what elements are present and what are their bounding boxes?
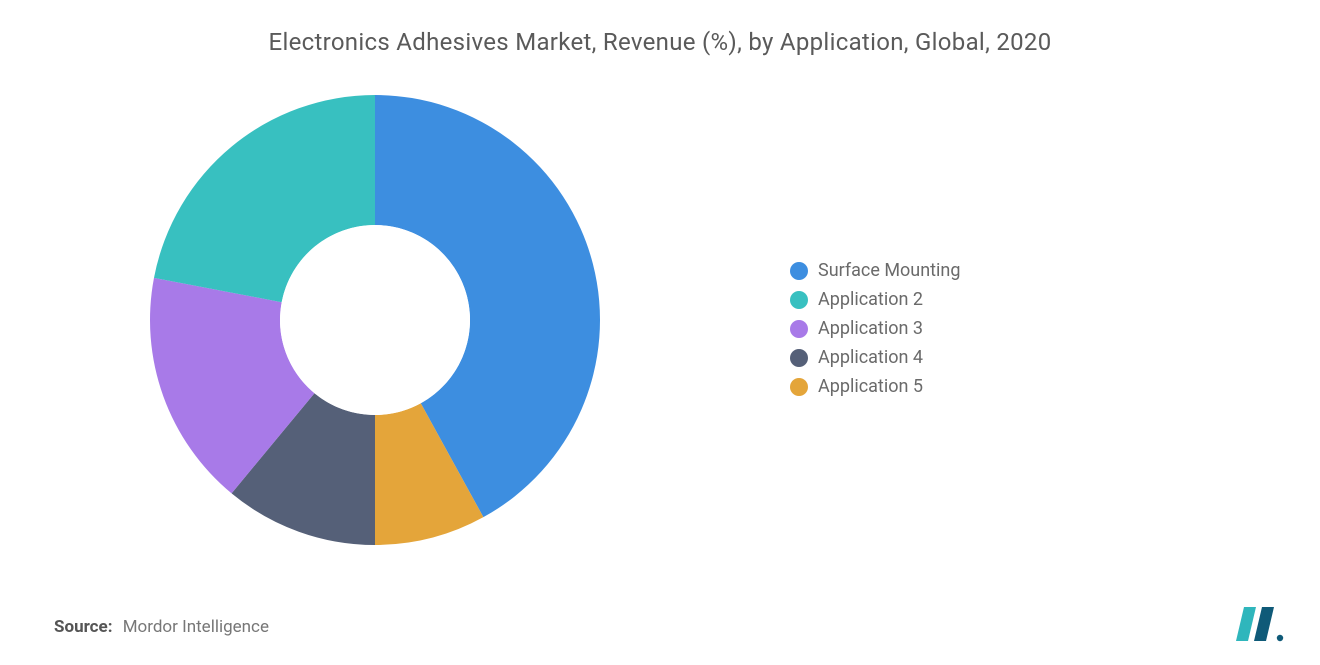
legend-item: Application 2 xyxy=(790,289,960,310)
legend-label: Application 4 xyxy=(818,347,923,368)
legend-item: Surface Mounting xyxy=(790,260,960,281)
legend-item: Application 5 xyxy=(790,376,960,397)
chart-title: Electronics Adhesives Market, Revenue (%… xyxy=(0,28,1320,56)
legend-dot xyxy=(790,349,808,367)
legend-label: Application 2 xyxy=(818,289,923,310)
logo-bar xyxy=(1236,607,1256,641)
legend-dot xyxy=(790,378,808,396)
source-label: Source: xyxy=(54,617,112,637)
source-attribution: Source: Mordor Intelligence xyxy=(54,617,269,637)
legend-dot xyxy=(790,320,808,338)
legend-dot xyxy=(790,291,808,309)
legend-label: Application 5 xyxy=(818,376,923,397)
source-text: Mordor Intelligence xyxy=(123,617,269,637)
legend: Surface Mounting Application 2 Application… xyxy=(790,260,960,397)
legend-label: Application 3 xyxy=(818,318,923,339)
donut-hole xyxy=(280,225,470,415)
legend-item: Application 4 xyxy=(790,347,960,368)
legend-item: Application 3 xyxy=(790,318,960,339)
logo-dot xyxy=(1277,635,1283,641)
donut-chart xyxy=(140,85,610,555)
logo-bar xyxy=(1254,607,1274,641)
legend-dot xyxy=(790,262,808,280)
legend-label: Surface Mounting xyxy=(818,260,960,281)
brand-logo xyxy=(1232,601,1286,645)
